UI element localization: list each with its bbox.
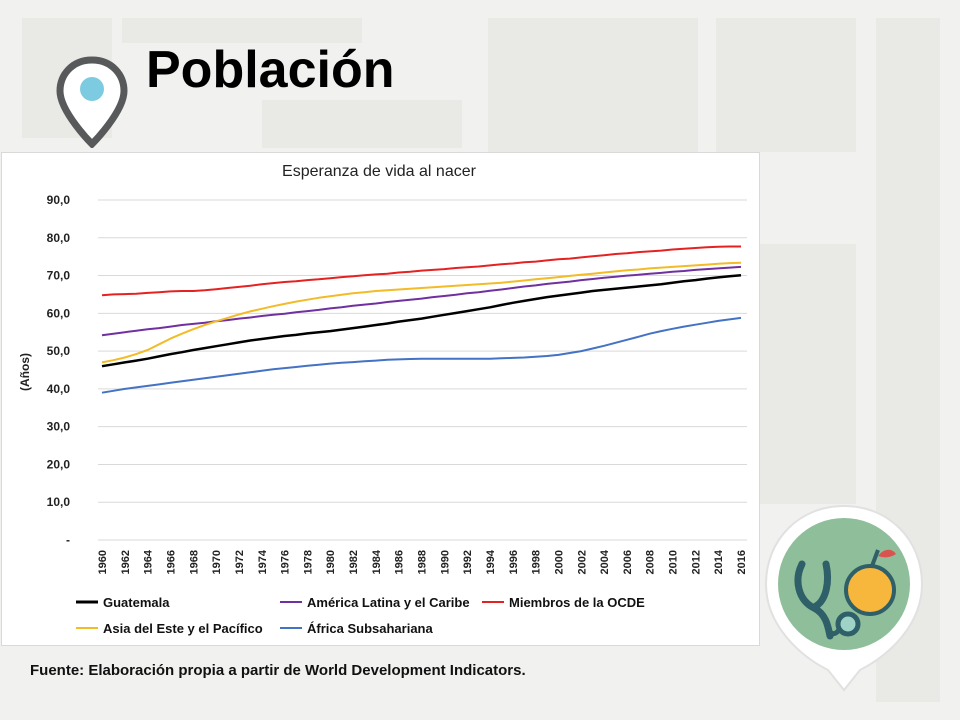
x-tick-label: 1960 — [97, 550, 109, 574]
y-tick-label: 50,0 — [47, 344, 71, 358]
x-tick-label: 1982 — [348, 550, 360, 574]
page-title: Población — [146, 41, 395, 99]
y-tick-label: 20,0 — [47, 457, 71, 471]
x-tick-label: 1966 — [165, 550, 177, 574]
y-tick-label: 10,0 — [47, 495, 71, 509]
x-tick-label: 1998 — [531, 550, 543, 574]
x-tick-label: 2008 — [645, 550, 657, 574]
x-tick-label: 1962 — [120, 550, 132, 574]
x-tick-label: 1988 — [417, 550, 429, 574]
x-tick-label: 1990 — [439, 550, 451, 574]
x-tick-label: 1992 — [462, 550, 474, 574]
series-lines — [101, 245, 742, 394]
y-tick-label: 90,0 — [47, 193, 71, 207]
x-tick-label: 2016 — [736, 550, 748, 574]
legend: Guatemala América Latina y el Caribe Miemb… — [76, 595, 645, 636]
y-tick-label: 70,0 — [47, 269, 71, 283]
map-block — [716, 18, 856, 152]
legend-label: África Subsahariana — [307, 621, 433, 636]
legend-item: América Latina y el Caribe — [280, 595, 470, 610]
x-tick-label: 1968 — [188, 550, 200, 574]
series-line — [101, 245, 741, 297]
x-tick-label: 1994 — [485, 549, 497, 574]
legend-label: Miembros de la OCDE — [509, 595, 645, 610]
x-tick-label: 1976 — [280, 550, 292, 574]
x-tick-label: 2010 — [668, 550, 680, 574]
x-axis: 1960 1962 1964 1966 1968 1970 1972 1974 1976 1978… — [97, 549, 748, 574]
gridlines — [98, 199, 747, 541]
x-tick-label: 1978 — [302, 550, 314, 574]
x-tick-label: 2012 — [690, 550, 702, 574]
y-tick-label: 60,0 — [47, 306, 71, 320]
y-axis: - 10,0 20,0 30,0 40,0 50,0 60,0 70,0 80,0 90,0 — [47, 193, 71, 547]
map-block — [262, 100, 462, 148]
location-pin-icon — [56, 56, 128, 148]
source-note: Fuente: Elaboración propia a partir de W… — [30, 662, 526, 679]
x-tick-label: 2002 — [576, 550, 588, 574]
series-line — [101, 261, 742, 364]
x-tick-label: 1970 — [211, 550, 223, 574]
series-line — [101, 273, 742, 368]
map-block — [760, 244, 856, 504]
x-tick-label: 1972 — [234, 550, 246, 574]
legend-label: América Latina y el Caribe — [307, 595, 470, 610]
x-tick-label: 1974 — [257, 549, 269, 574]
life-expectancy-chart: - 10,0 20,0 30,0 40,0 50,0 60,0 70,0 80,0 90,0 19… — [18, 193, 748, 636]
x-tick-label: 1986 — [394, 550, 406, 574]
series-line — [101, 316, 742, 394]
series-line — [101, 265, 742, 337]
y-tick-label: 80,0 — [47, 231, 71, 245]
y-tick-label: 40,0 — [47, 382, 71, 396]
y-tick-label: 30,0 — [47, 420, 71, 434]
legend-item: Guatemala — [76, 595, 170, 610]
map-block — [488, 18, 698, 152]
stethoscope-orange-icon — [764, 504, 924, 692]
legend-item: Miembros de la OCDE — [482, 595, 645, 610]
x-tick-label: 1980 — [325, 550, 337, 574]
x-tick-label: 2014 — [713, 549, 725, 574]
legend-item: Asia del Este y el Pacífico — [76, 621, 263, 636]
x-tick-label: 1996 — [508, 550, 520, 574]
y-axis-label: (Años) — [18, 353, 32, 391]
x-tick-label: 2006 — [622, 550, 634, 574]
x-tick-label: 1984 — [371, 549, 383, 574]
map-block — [122, 18, 362, 43]
legend-item: África Subsahariana — [280, 621, 433, 636]
chart-panel — [1, 152, 760, 646]
y-tick-label: - — [66, 533, 70, 547]
legend-label: Guatemala — [103, 595, 170, 610]
x-tick-label: 1964 — [143, 549, 155, 574]
x-tick-label: 2004 — [599, 549, 611, 574]
legend-label: Asia del Este y el Pacífico — [103, 621, 263, 636]
x-tick-label: 2000 — [553, 550, 565, 574]
chart-title: Esperanza de vida al nacer — [282, 163, 476, 180]
